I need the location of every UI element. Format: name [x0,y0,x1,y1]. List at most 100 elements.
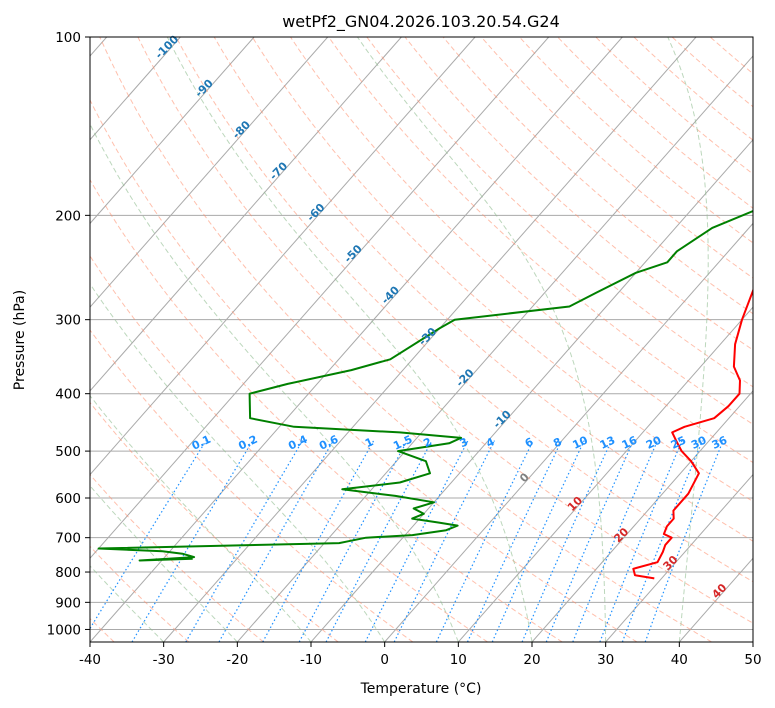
x-tick-label: 40 [671,652,688,668]
y-tick-label: 400 [55,387,81,403]
x-tick-label: 10 [450,652,467,668]
y-tick-label: 800 [55,565,81,581]
dry-adiabat-line [251,37,753,503]
mixing-ratio-line [298,440,408,642]
isotherm-line [90,37,329,308]
isotherm-line [457,306,753,642]
dewpoint-line [97,209,753,562]
moist-adiabat-line [90,123,459,642]
dry-adiabat-line [90,98,638,642]
mixing-ratio-label: 4 [484,435,497,450]
isotherm-line [163,37,697,642]
y-tick-label: 600 [55,491,81,507]
dry-adiabat-label: -70 [267,159,290,182]
mixing-ratio-label: 20 [644,433,664,451]
x-tick-label: 20 [523,652,540,668]
x-tick-label: -40 [79,652,101,668]
isotherm-line [90,37,623,642]
mixing-ratio-label: 30 [689,433,709,451]
mixing-ratio-line [491,440,585,642]
y-tick-label: 300 [55,313,81,329]
mixing-ratio-label: 16 [620,433,640,451]
mixing-ratio-line [521,440,612,642]
mixing-ratio-label: 13 [598,434,617,452]
dry-adiabat-line [366,37,753,388]
y-axis-label: Pressure (hPa) [12,290,28,390]
isotherm-line [605,473,753,642]
dry-adiabat-label: -60 [304,201,327,224]
mixing-ratio-line [262,440,375,642]
mixing-ratio-line [364,440,469,642]
dry-adiabat-line [137,37,753,624]
data-layer [97,209,753,580]
isotherm-label: 10 [565,494,585,514]
mixing-ratio-label: 0.6 [317,433,340,453]
x-tick-label: -10 [300,652,322,668]
dry-adiabat-line [99,37,712,642]
dry-adiabat-line [290,37,753,464]
dry-adiabat-line [175,37,753,583]
grid-layer [90,37,753,642]
dry-adiabat-line [480,37,753,279]
mixing-ratio-label: 8 [551,435,563,450]
mixing-ratio-label: 10 [571,433,591,451]
isotherm-label: 40 [709,581,729,601]
temperature-line [632,287,753,580]
dry-adiabat-label: -10 [491,407,514,430]
x-tick-label: -20 [226,652,248,668]
dry-adiabat-label: -20 [453,366,476,389]
mixing-ratio-label: 3 [458,435,470,450]
y-tick-label: 900 [55,595,81,611]
isotherm-line [90,37,402,392]
moist-adiabat-line [90,565,165,642]
dry-adiabat-line [90,473,264,642]
isotherm-line [384,222,753,642]
isotherm-line [752,641,753,642]
dry-adiabat-line [328,37,753,425]
dry-adiabat-label: -50 [342,242,365,265]
mixing-ratio-label: 1 [363,435,375,450]
dry-adiabat-line [213,37,753,542]
chart-title: wetPf2_GN04.2026.103.20.54.G24 [282,12,560,32]
x-tick-label: -30 [153,652,175,668]
x-axis-label: Temperature (°C) [360,681,482,697]
y-tick-label: 700 [55,531,81,547]
x-tick-label: 0 [380,652,389,668]
dry-adiabat-line [404,37,753,351]
moist-adiabat-line [667,37,709,642]
dry-adiabat-line [442,37,753,315]
mixing-ratio-line [185,440,304,642]
moist-adiabat-line [166,37,533,642]
dry-adiabat-label: -80 [230,118,253,141]
mixing-ratio-line [545,440,634,642]
x-tick-label: 50 [744,652,761,668]
moist-adiabat-line [356,37,607,642]
dry-adiabat-line [90,329,414,642]
y-tick-label: 100 [55,30,81,46]
y-tick-label: 500 [55,444,81,460]
isotherm-line [236,55,753,642]
mixing-ratio-line [621,440,704,642]
isotherm-line [90,37,476,476]
mixing-ratio-label: 25 [669,434,688,452]
mixing-ratio-line [393,440,496,642]
mixing-ratio-label: 0.1 [190,433,213,453]
axis-layer: -40 -30 -20 -10 0 10 20 30 40 5010020030040050060… [47,30,762,668]
dry-adiabat-label: -90 [193,77,216,100]
mixing-ratio-label: 36 [710,433,730,451]
isotherm-line [678,557,753,642]
moist-adiabat-line [90,282,386,642]
mixing-ratio-label: 6 [523,435,536,450]
y-tick-label: 1000 [47,622,81,638]
plot-frame [89,36,754,643]
mixing-ratio-label: 0.4 [286,433,309,453]
mixing-ratio-line [572,440,659,642]
mixing-ratio-line [644,440,724,642]
mixing-ratio-label: 0.2 [236,433,259,453]
dry-adiabat-label: -40 [379,283,402,306]
dry-adiabat-line [709,37,753,75]
mixing-ratio-line [131,440,254,642]
isotherm-line [90,37,255,225]
moist-adiabat-line [90,484,238,642]
